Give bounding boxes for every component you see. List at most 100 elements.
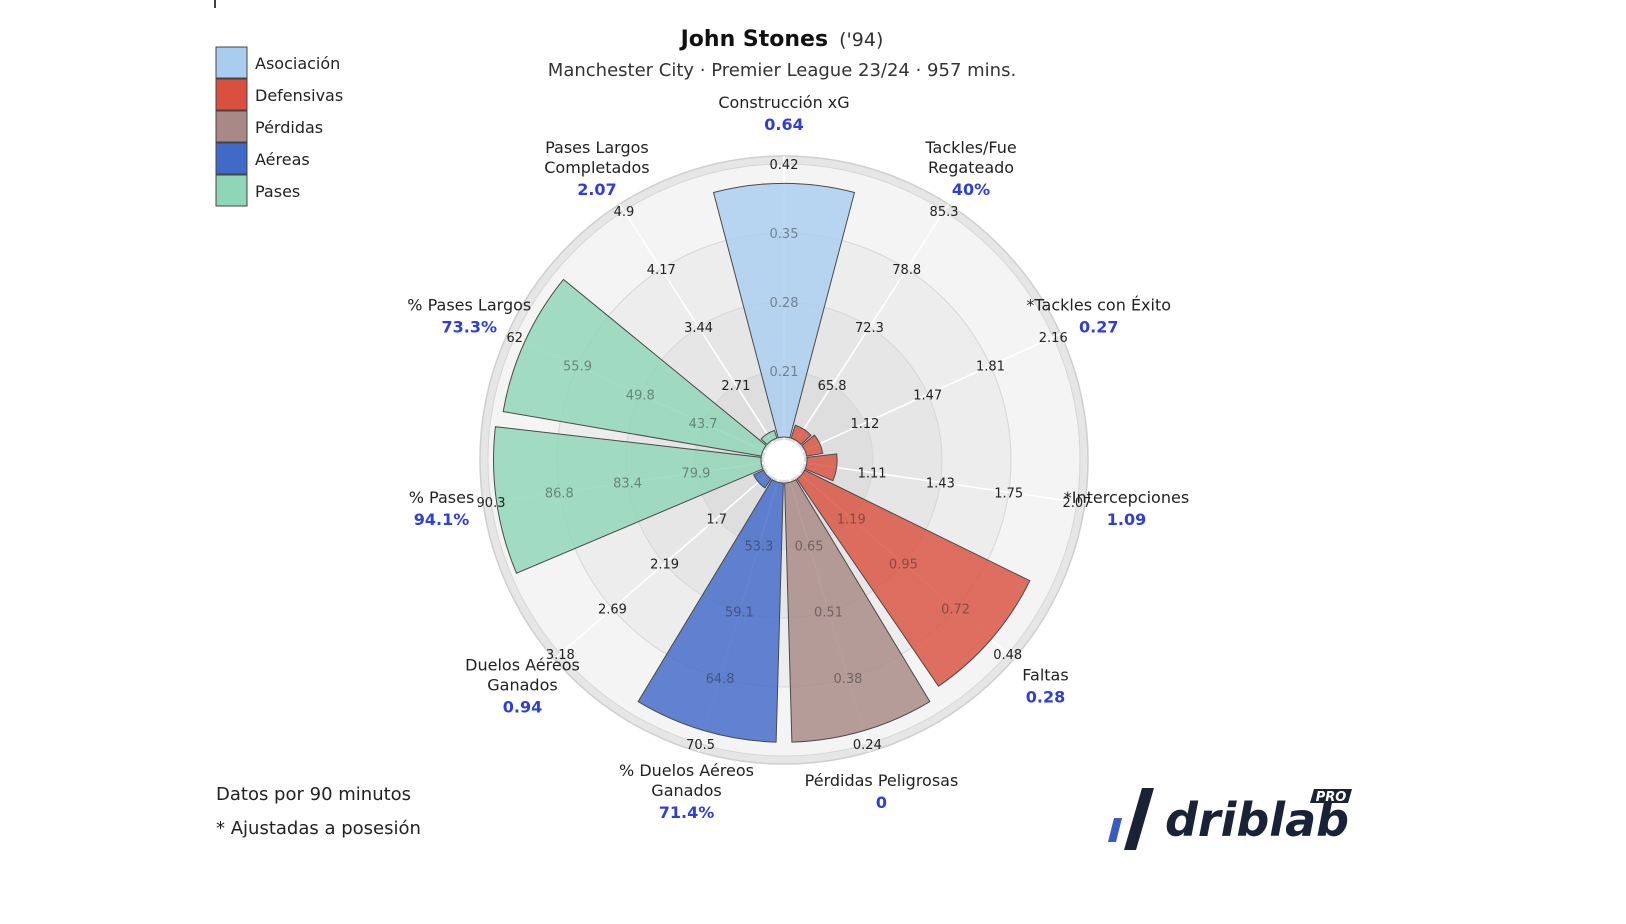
tick-label: 0.28 [770,296,799,311]
tick-label: 0.51 [814,606,843,621]
spoke [801,332,1061,453]
spoke [803,462,1086,505]
bar-asociación [712,182,856,439]
tick-label: 2.07 [1063,496,1092,511]
spoke [553,472,770,660]
category-value: 94.1% [414,510,470,529]
bar-defensivas [796,469,1031,687]
tick-label: 53.3 [744,539,773,554]
tick-label: 83.4 [613,476,642,491]
category-label-group: *Intercepciones 1.09 [1064,488,1189,529]
tick-label: 2.16 [1039,331,1068,346]
tick-label: 70.5 [686,738,715,753]
category-value: 0.64 [764,115,803,134]
category-value: 0.27 [1079,317,1118,336]
category-label-group: Pérdidas Peligrosas 0 [805,771,959,812]
tick-label: 0.24 [853,738,882,753]
category-label-group: Construcción xG 0.64 [718,93,849,134]
tick-label: 85.3 [930,205,959,220]
tick-label: 79.9 [681,467,710,482]
tick-label: 2.71 [721,379,750,394]
tick-label: 3.44 [684,321,713,336]
tick-label: 43.7 [689,417,718,432]
legend-label: Defensivas [255,86,343,105]
legend-swatch [215,110,248,143]
tick-label: 0.48 [993,648,1022,663]
category-label: Ganados [487,676,557,695]
category-label-group: Faltas 0.28 [1022,666,1068,707]
legend-label: Asociación [255,54,340,73]
tick-label: 1.7 [706,512,727,527]
spoke [618,203,774,444]
legend-swatch [215,142,248,175]
chart-title: John Stones ('94) [679,27,884,52]
spoke [794,203,950,444]
tick-label: 0.65 [795,539,824,554]
bar-aéreas [752,469,772,489]
bar-pérdidas [784,479,931,743]
category-label: Faltas [1022,666,1068,685]
tick-label: 1.43 [926,476,955,491]
player-name: John Stones [679,27,828,52]
category-label: *Tackles con Éxito [1026,295,1171,314]
legend-label: Pases [255,182,300,201]
legend-swatch [215,174,248,207]
category-label: % Duelos Aéreos [619,761,754,780]
pro-badge-text: PRO [1316,790,1347,805]
tick-label: 90.3 [477,496,506,511]
tick-label: 86.8 [545,486,574,501]
tick-label: 0.42 [770,158,799,173]
category-label: Duelos Aéreos [465,656,580,675]
tick-label: 65.8 [818,379,847,394]
tick-label: 1.75 [994,486,1023,501]
tick-label: 2.19 [650,557,679,572]
legend-swatch [215,46,248,79]
tick-label: 0.38 [833,672,862,687]
tick-label: 1.11 [858,467,887,482]
category-label: Construcción xG [718,93,849,112]
tick-label: 49.8 [626,388,655,403]
category-label: Tackles/Fue [924,138,1016,157]
tick-label: 1.47 [913,388,942,403]
tick-label: 72.3 [855,321,884,336]
chart-subtitle: Manchester City · Premier League 23/24 ·… [548,60,1016,81]
note-possession: * Ajustadas a posesión [216,818,421,839]
category-label: Pérdidas Peligrosas [805,771,959,790]
tick-label: 1.19 [837,512,866,527]
logo-bar-small [1108,818,1122,842]
tick-label: 2.69 [598,603,627,618]
category-label: Completados [544,158,649,177]
bar-defensivas [790,424,812,446]
category-value: 2.07 [577,180,616,199]
bars [493,182,1031,743]
category-label: Pases Largos [545,138,649,157]
bar-pases [502,278,767,457]
category-label: Regateado [928,158,1014,177]
center-hole [764,440,804,480]
legend-swatch [215,78,248,111]
tick-label: 78.8 [892,263,921,278]
tick-label: 1.12 [850,417,879,432]
category-value: 0.94 [503,698,542,717]
category-value: 71.4% [659,803,715,822]
tick-label: 0.21 [770,365,799,380]
category-label-group: *Tackles con Éxito 0.27 [1026,295,1171,336]
category-value: 40% [952,180,990,199]
category-value: 73.3% [442,317,498,336]
tick-label: 0.35 [770,227,799,242]
category-label: % Pases Largos [407,295,531,314]
tick-label: 4.9 [614,205,635,220]
tick-label: 4.17 [647,263,676,278]
tick-labels: 0.21 0.28 0.35 0.42 65.8 72.3 78.8 85.3 1.12 1.47… [477,158,1092,753]
tick-label: 0.95 [889,557,918,572]
tick-label: 64.8 [706,672,735,687]
tick-label: 1.81 [976,360,1005,375]
category-label: % Pases [409,488,475,507]
legend: Asociación Defensivas Pérdidas Aéreas Pases [215,46,343,207]
bar-defensivas [801,434,824,457]
